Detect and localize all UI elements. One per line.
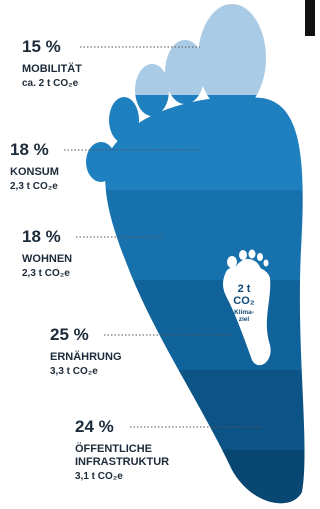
category-label: INFRASTRUKTUR [75, 456, 169, 468]
target-text: ziel [239, 316, 250, 323]
amount: 3,3 t CO₂e [50, 366, 98, 377]
percent: 18 % [10, 140, 49, 159]
percent: 24 % [75, 417, 114, 436]
target-text: Klima- [234, 309, 254, 316]
category-label: MOBILITÄT [22, 62, 82, 75]
percent: 18 % [22, 227, 61, 246]
category-label: ERNÄHRUNG [50, 350, 122, 363]
amount: 2,3 t CO₂e [10, 181, 58, 192]
percent: 15 % [22, 37, 61, 56]
category-label: WOHNEN [22, 253, 72, 265]
target-text: 2 t [238, 283, 251, 295]
amount: 3,1 t CO₂e [75, 471, 123, 482]
infographic: 15 % MOBILITÄT ca. 2 t CO₂e 18 % KONSUM 2,3 t… [0, 0, 315, 509]
category-label: ÖFFENTLICHE [75, 442, 152, 455]
target-text: CO₂ [233, 295, 255, 307]
amount: 2,3 t CO₂e [22, 268, 70, 279]
category-label: KONSUM [10, 166, 59, 178]
corner [305, 0, 315, 36]
percent: 25 % [50, 325, 89, 344]
amount: ca. 2 t CO₂e [22, 78, 79, 89]
